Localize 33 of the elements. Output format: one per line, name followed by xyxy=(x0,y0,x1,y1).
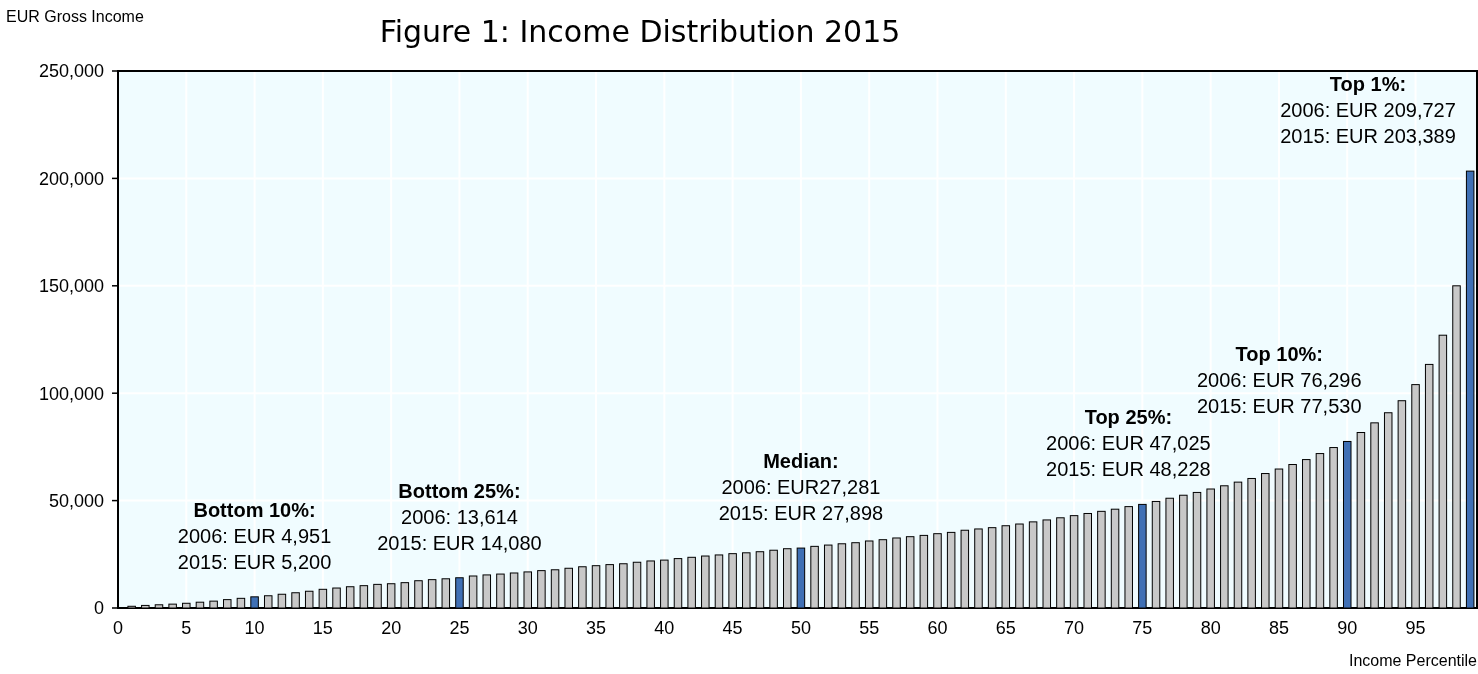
x-tick-label: 10 xyxy=(244,618,265,638)
annotation: Top 1%: 2006: EUR 209,727 2015: EUR 203,389 xyxy=(1280,73,1456,148)
x-tick-label: 70 xyxy=(1064,618,1085,638)
x-tick-label: 30 xyxy=(517,618,538,638)
chart-title: Figure 1: Income Distribution 2015 xyxy=(379,14,901,49)
x-tick-label: 20 xyxy=(381,618,402,638)
x-tick-label: 60 xyxy=(927,618,948,638)
x-tick-label: 15 xyxy=(312,618,333,638)
x-tick-label: 40 xyxy=(654,618,675,638)
x-tick-label: 90 xyxy=(1337,618,1358,638)
y-tick-label: 200,000 xyxy=(38,168,104,189)
annotation: Bottom 10%: 2006: EUR 4,951 2015: EUR 5,200 xyxy=(177,498,332,573)
x-tick-label: 50 xyxy=(790,618,811,638)
x-tick-label: 55 xyxy=(859,618,880,638)
x-tick-label: 85 xyxy=(1268,618,1289,638)
x-tick-label: 25 xyxy=(449,618,470,638)
annotation: Median: 2006: EUR27,281 2015: EUR 27,898 xyxy=(718,450,884,525)
y-tick-label: 0 xyxy=(93,598,104,619)
x-tick-label: 35 xyxy=(586,618,607,638)
y-tick-label: 150,000 xyxy=(38,276,104,297)
y-tick-label: 50,000 xyxy=(48,490,104,511)
x-tick-label: 0 xyxy=(112,618,124,638)
x-tick-label: 80 xyxy=(1200,618,1221,638)
y-tick-label: 100,000 xyxy=(38,383,104,404)
x-tick-label: 65 xyxy=(995,618,1016,638)
y-tick-label: 250,000 xyxy=(38,61,104,82)
x-tick-label: 95 xyxy=(1405,618,1426,638)
x-tick-label: 45 xyxy=(722,618,743,638)
x-axis-title: Income Percentile xyxy=(1348,652,1478,669)
x-tick-label: 5 xyxy=(181,618,192,638)
y-axis-title: EUR Gross Income xyxy=(6,8,144,25)
annotation: Bottom 25%: 2006: 13,614 2015: EUR 14,080 xyxy=(377,479,542,554)
x-tick-label: 75 xyxy=(1132,618,1153,638)
